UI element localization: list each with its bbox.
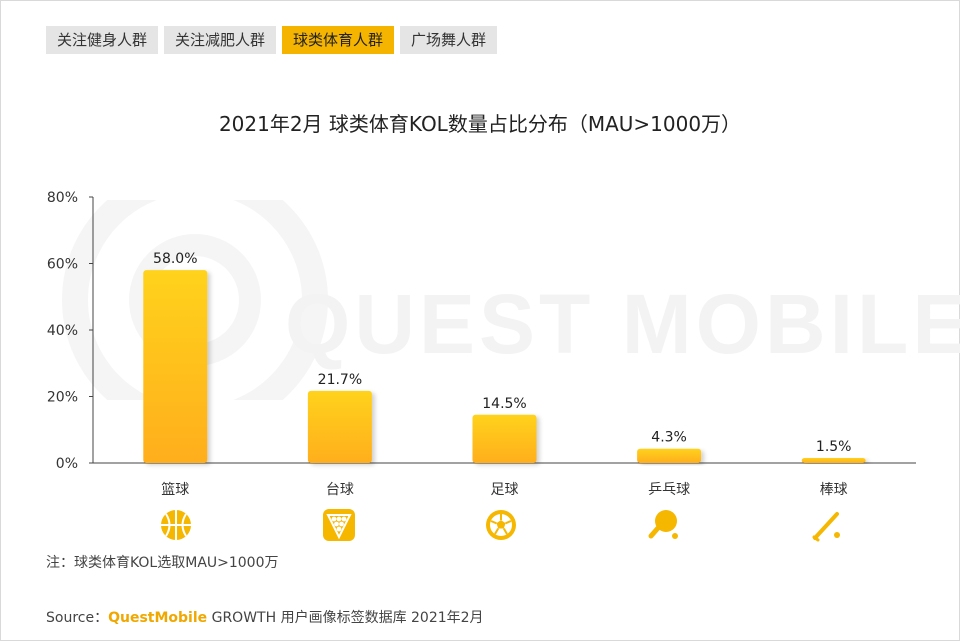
category-label: 棒球 xyxy=(820,482,848,498)
category-label: 足球 xyxy=(491,482,519,498)
bar-3 xyxy=(472,414,537,463)
y-tick-label: 0% xyxy=(56,456,78,472)
y-tick-label: 20% xyxy=(47,390,78,406)
baseball-bat-icon xyxy=(812,512,840,542)
tab-ball-sports[interactable]: 球类体育人群 xyxy=(282,26,395,54)
billiards-icon xyxy=(323,509,355,541)
bar-4 xyxy=(637,448,702,463)
bar-value-label: 14.5% xyxy=(482,396,526,412)
y-tick-label: 40% xyxy=(47,323,78,339)
tab-square-dance[interactable]: 广场舞人群 xyxy=(400,26,498,54)
y-tick-label: 60% xyxy=(47,257,78,273)
tab-weight-loss[interactable]: 关注减肥人群 xyxy=(164,26,277,54)
bar-value-label: 1.5% xyxy=(816,439,852,455)
source-detail: GROWTH 用户画像标签数据库 2021年2月 xyxy=(207,610,484,626)
footnote: 注：球类体育KOL选取MAU>1000万 xyxy=(46,555,279,571)
bar-value-label: 21.7% xyxy=(318,372,362,388)
bar-1 xyxy=(143,270,208,463)
category-label: 乒乓球 xyxy=(648,482,690,498)
category-tabs: 关注健身人群 关注减肥人群 球类体育人群 广场舞人群 xyxy=(46,26,498,54)
soccer-ball-icon xyxy=(486,510,516,540)
category-label: 篮球 xyxy=(161,482,189,498)
bar-value-label: 4.3% xyxy=(651,430,687,446)
chart-title: 2021年2月 球类体育KOL数量占比分布（MAU>1000万） xyxy=(218,112,742,136)
bar-value-label: 58.0% xyxy=(153,251,197,267)
source-brand: QuestMobile xyxy=(108,610,208,626)
bar-5 xyxy=(801,458,866,463)
tab-fitness[interactable]: 关注健身人群 xyxy=(46,26,159,54)
basketball-icon xyxy=(161,510,191,540)
source-prefix: Source： xyxy=(46,610,109,626)
category-label: 台球 xyxy=(326,482,354,498)
source-line: Source：QuestMobile GROWTH 用户画像标签数据库 2021… xyxy=(46,607,484,627)
y-tick-label: 80% xyxy=(47,190,78,206)
watermark-text: QUEST MOBILE xyxy=(285,277,960,371)
ping-pong-icon xyxy=(648,510,678,539)
bar-2 xyxy=(307,390,372,463)
